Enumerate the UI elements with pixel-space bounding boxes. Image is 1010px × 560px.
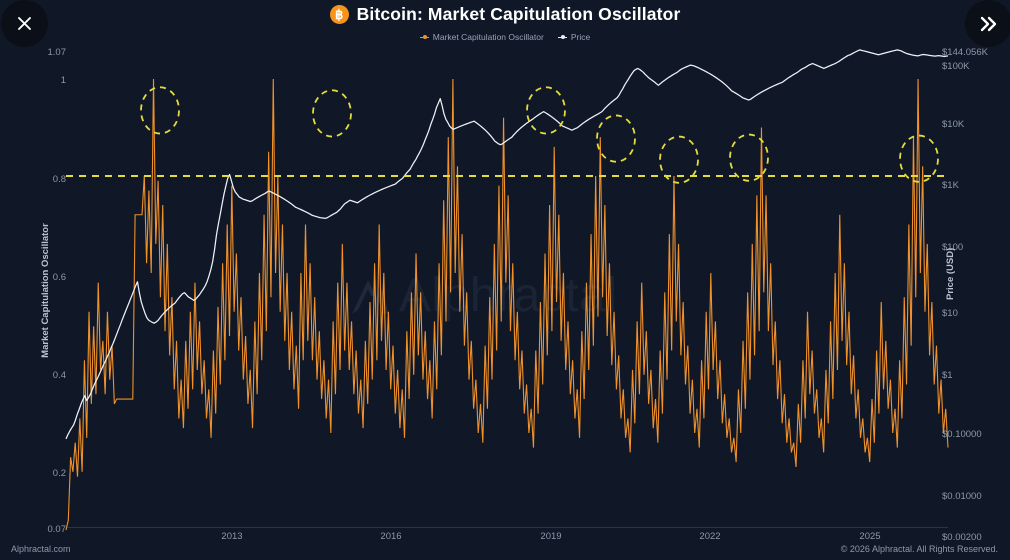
y-axis-left-tick: 0.07	[47, 524, 67, 535]
y-axis-right-tick: $100K	[942, 61, 970, 72]
y-axis-left-tick: 0.6	[52, 272, 66, 283]
series-market-capitulation-oscillator	[65, 78, 949, 531]
y-axis-left-tick: 0.4	[52, 370, 66, 381]
chart-legend: Market Capitulation Oscillator Price	[0, 32, 1010, 42]
y-axis-right-tick: $1K	[942, 180, 959, 191]
legend-marker-icon	[419, 33, 429, 42]
annotation-circle	[596, 114, 636, 163]
next-button[interactable]	[965, 0, 1010, 47]
y-axis-right-tick: $0.01000	[942, 491, 982, 502]
x-axis-tick: 2019	[540, 531, 562, 542]
y-axis-left-title: Market Capitulation Oscillator	[39, 223, 51, 358]
y-axis-left-tick: 0.8	[52, 174, 66, 185]
legend-label-oscillator: Market Capitulation Oscillator	[432, 32, 544, 42]
x-axis-tick: 2013	[221, 531, 243, 542]
legend-label-price: Price	[570, 32, 591, 42]
legend-marker-icon	[557, 33, 567, 42]
legend-item-price[interactable]: Price	[557, 32, 591, 42]
y-axis-right-tick: $1	[942, 370, 953, 381]
annotation-circle	[312, 89, 352, 138]
title-row: ฿ Bitcoin: Market Capitulation Oscillato…	[0, 4, 1010, 25]
bitcoin-logo-icon: ฿	[329, 5, 349, 24]
annotation-circle	[140, 86, 180, 135]
x-axis-line	[66, 527, 948, 528]
footer-brand: Alphractal.com	[11, 544, 71, 554]
y-axis-right-tick: $10	[942, 308, 958, 319]
y-axis-right-tick: $0.10000	[942, 429, 982, 440]
y-axis-right-tick: $0.00200	[942, 532, 982, 543]
annotation-circles	[140, 86, 939, 184]
x-axis-tick: 2025	[859, 531, 881, 542]
page-title: Bitcoin: Market Capitulation Oscillator	[356, 4, 681, 24]
annotation-circle	[659, 135, 699, 184]
x-axis-tick: 2022	[699, 531, 721, 542]
annotation-circle	[526, 86, 566, 135]
annotation-circle	[899, 134, 939, 183]
footer-copyright: © 2026 Alphractal. All Rights Reserved.	[840, 544, 998, 554]
series-price	[65, 49, 949, 440]
annotation-circle	[729, 133, 769, 182]
y-axis-left-tick: 1.07	[47, 47, 67, 58]
close-button[interactable]	[1, 0, 48, 47]
y-axis-left-tick: 1	[60, 75, 66, 86]
y-axis-right-tick: $100	[942, 242, 964, 253]
y-axis-left-tick: 0.2	[52, 468, 66, 479]
y-axis-right-tick: $144.056K	[942, 47, 988, 58]
double-chevron-right-icon	[980, 16, 996, 31]
plot-area	[65, 45, 949, 531]
legend-item-oscillator[interactable]: Market Capitulation Oscillator	[419, 32, 544, 42]
close-icon	[18, 17, 31, 30]
y-axis-right-tick: $10K	[942, 119, 965, 130]
x-axis-tick: 2016	[380, 531, 402, 542]
